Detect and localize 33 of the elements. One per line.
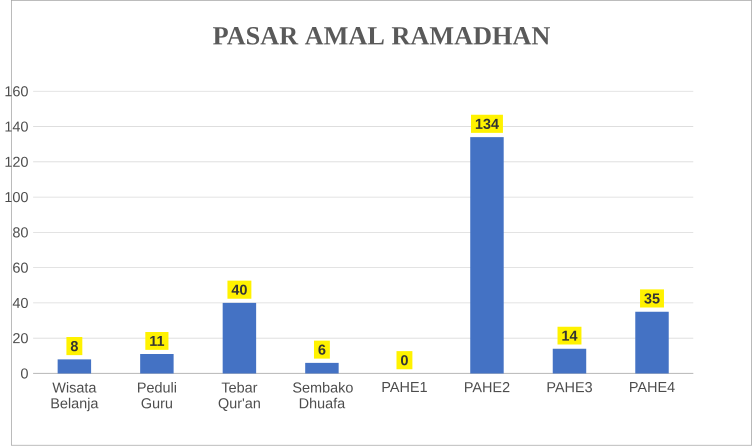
data-label: 134	[476, 118, 499, 130]
bar	[470, 137, 504, 374]
x-tick-label: PAHE1	[382, 382, 427, 392]
y-tick-label: 40	[12, 298, 28, 308]
x-tick-label: Tebar Qur'an	[218, 382, 260, 412]
data-label: 11	[150, 336, 164, 346]
bar	[552, 348, 586, 374]
x-tick-label: Wisata Belanja	[51, 382, 98, 412]
y-tick-label: 160	[5, 86, 28, 97]
data-label: 0	[401, 355, 408, 366]
x-tick-label: Peduli Guru	[138, 382, 176, 409]
bar	[140, 354, 174, 374]
x-tick-label: PAHE4	[630, 382, 675, 392]
x-tick-label: PAHE2	[465, 382, 510, 392]
bar	[635, 312, 669, 374]
y-tick-label: 120	[5, 156, 28, 168]
y-tick-label: 100	[5, 192, 28, 202]
data-label: 6	[318, 344, 326, 355]
data-label: 40	[232, 284, 247, 295]
chart-title: PASAR AMAL RAMADHAN	[213, 27, 550, 45]
bar	[305, 363, 339, 374]
x-tick-label: PAHE3	[548, 382, 592, 392]
y-tick-label: 80	[13, 227, 28, 238]
y-tick-label: 60	[13, 262, 28, 273]
bar	[222, 303, 256, 374]
bar	[58, 359, 92, 374]
data-label: 35	[644, 294, 660, 304]
y-tick-label: 20	[13, 333, 28, 344]
y-tick-label: 140	[5, 122, 28, 132]
data-label: 14	[562, 330, 578, 341]
data-label: 8	[70, 341, 78, 352]
x-tick-label: Sembako Dhuafa	[293, 382, 353, 409]
y-tick-label: 0	[21, 368, 28, 379]
